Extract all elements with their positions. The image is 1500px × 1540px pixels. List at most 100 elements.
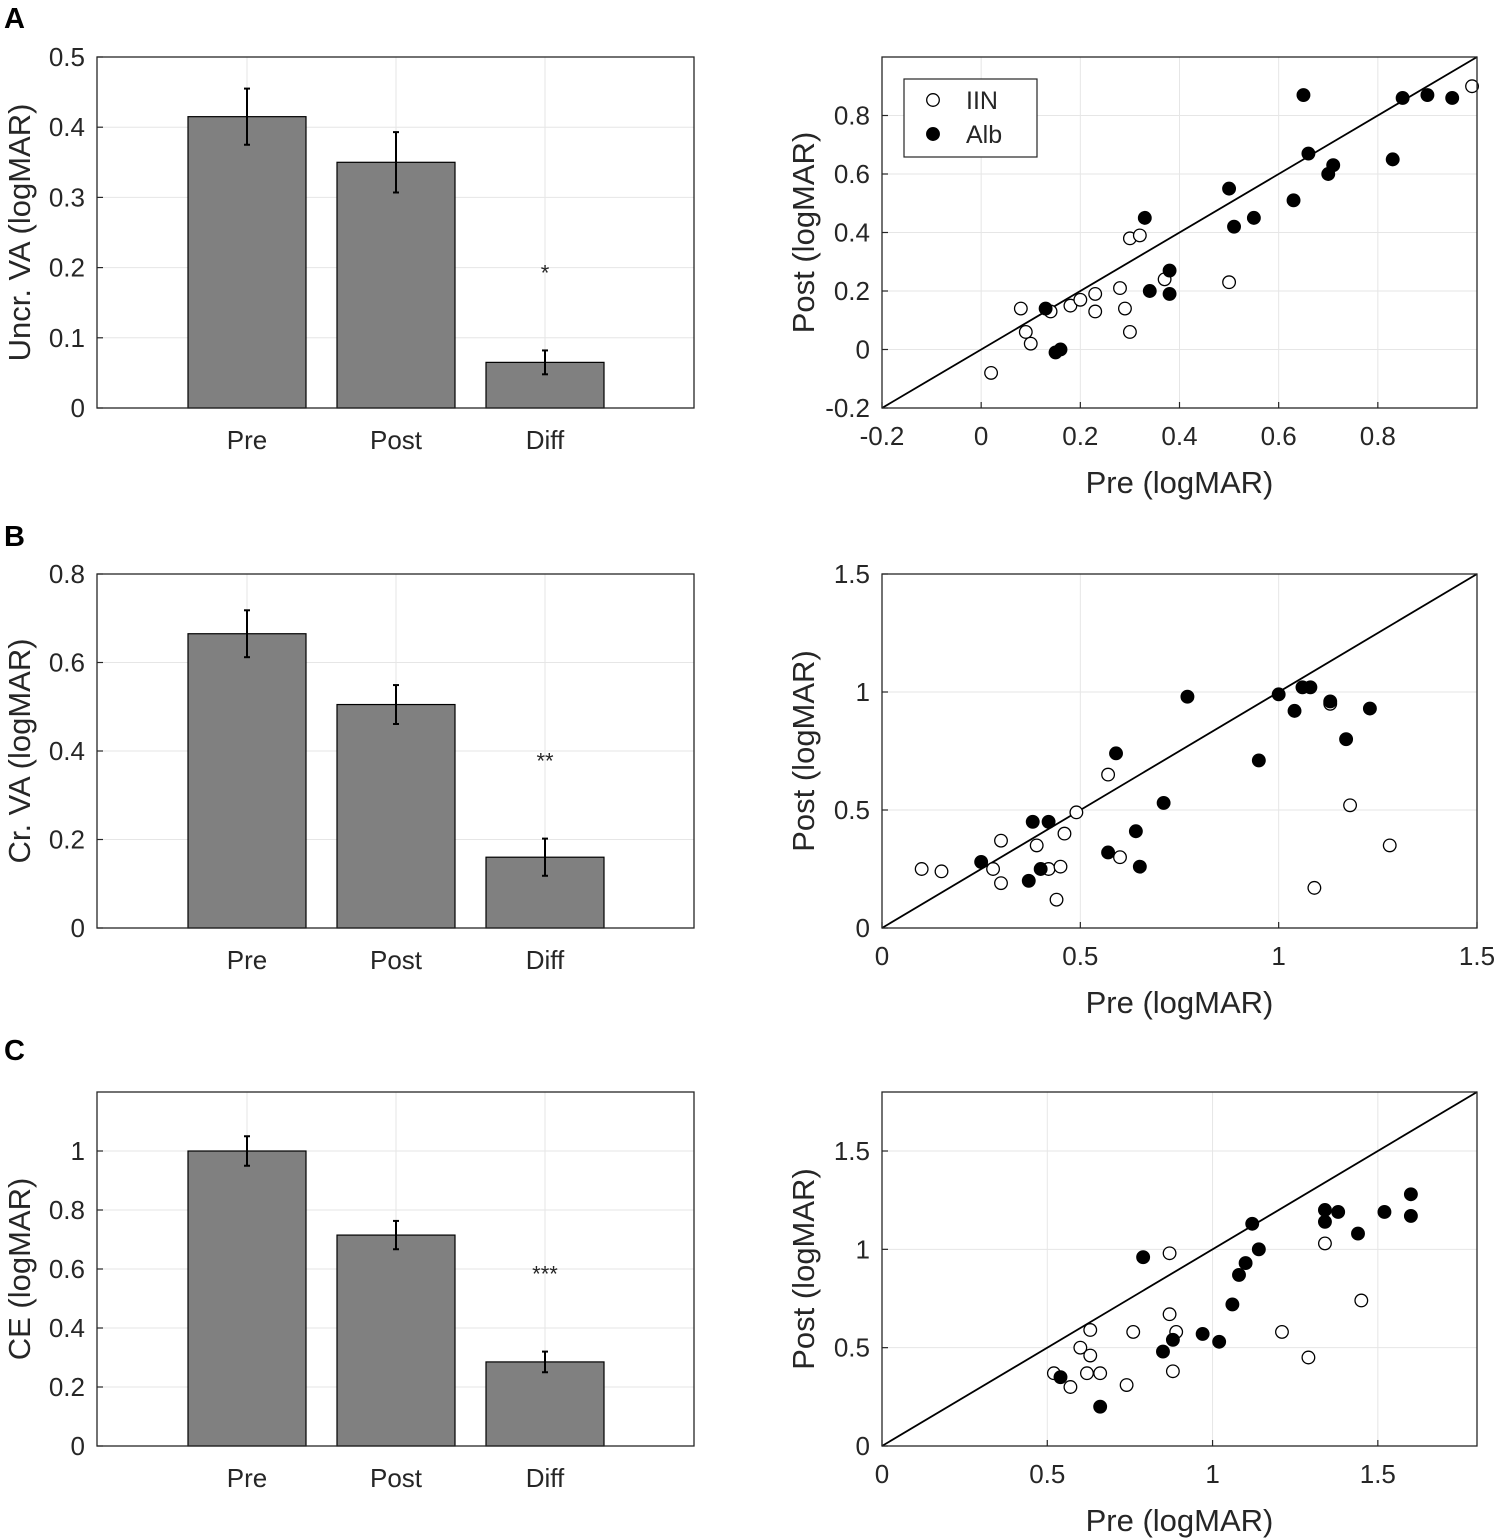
data-point-alb [1165, 1332, 1180, 1347]
y-tick-label: -0.2 [825, 393, 870, 423]
x-tick-label: 1 [1271, 941, 1285, 971]
data-point-alb [1156, 795, 1171, 810]
data-point-iin [1126, 1324, 1141, 1339]
y-tick-label: 0.4 [49, 736, 85, 766]
data-point-alb [1227, 219, 1241, 234]
data-point-alb [1128, 824, 1143, 839]
data-point-iin [1069, 805, 1084, 820]
bar-post [336, 1234, 456, 1447]
panel-label-c: C [4, 1035, 25, 1067]
panel-label-b: B [4, 521, 25, 553]
data-point-alb [1232, 1267, 1246, 1282]
y-axis-label: CE (logMAR) [2, 1178, 37, 1361]
significance-marker: *** [532, 1262, 558, 1287]
data-point-alb [1093, 1399, 1108, 1414]
data-point-alb [1238, 1256, 1253, 1271]
data-point-iin [1382, 838, 1397, 853]
data-point-iin [1165, 1364, 1180, 1379]
x-tick-label: 0 [875, 1459, 889, 1489]
data-point-iin [1029, 838, 1044, 853]
data-point-iin [1079, 1366, 1094, 1381]
data-point-iin [1113, 281, 1127, 296]
plots-group: Pre Post * Diff 0 0.1 0.2 0.3 0.4 0.5 Uncr. VA (lo… [2, 42, 1495, 1538]
data-point-alb [1162, 263, 1177, 278]
y-tick-label: 0.5 [834, 1333, 870, 1363]
data-point-alb [974, 854, 989, 869]
data-point-alb [1420, 88, 1435, 102]
data-point-alb [1403, 1208, 1418, 1223]
data-point-alb [1132, 859, 1147, 874]
y-tick-label: 0.1 [49, 323, 85, 353]
x-tick-label: 0.6 [1261, 421, 1297, 451]
y-tick-label: 0.4 [49, 1313, 85, 1343]
panel-label-a: A [4, 3, 25, 35]
data-point-alb [1251, 1242, 1266, 1257]
x-axis-label: Pre (logMAR) [1086, 985, 1274, 1020]
data-point-alb [1053, 1370, 1068, 1385]
data-point-iin [1465, 79, 1479, 94]
y-tick-label: 1.5 [834, 1136, 870, 1166]
y-tick-label: 0.8 [49, 559, 85, 589]
plot-frame [96, 56, 695, 409]
data-point-iin [934, 864, 949, 879]
data-point-alb [1246, 210, 1261, 225]
x-tick-label: Diff [526, 425, 565, 455]
data-point-iin [1101, 767, 1116, 782]
data-point-alb [1303, 680, 1318, 695]
data-point-alb [1156, 1344, 1170, 1359]
data-point-iin [914, 862, 929, 876]
x-tick-label: Pre [227, 425, 267, 455]
y-tick-label: 0 [71, 913, 85, 943]
data-point-iin [1119, 1378, 1134, 1392]
y-tick-label: 1.5 [834, 559, 870, 589]
data-point-iin [1113, 850, 1127, 865]
identity-line [881, 573, 1478, 929]
y-tick-label: 0.4 [834, 218, 870, 248]
data-point-iin [1083, 1323, 1098, 1337]
x-tick-label: 0.4 [1161, 421, 1197, 451]
data-point-iin [1057, 826, 1072, 841]
data-point-iin [984, 365, 999, 380]
data-point-iin [1222, 275, 1237, 290]
data-point-alb [1317, 1203, 1332, 1217]
data-point-alb [1323, 694, 1338, 709]
legend-marker-open [926, 93, 940, 107]
data-point-alb [1286, 193, 1301, 208]
significance-marker: * [541, 260, 550, 285]
data-point-iin [1132, 228, 1147, 243]
data-point-alb [1317, 1214, 1332, 1229]
data-point-alb [1287, 703, 1302, 718]
legend-box [903, 78, 1038, 158]
y-tick-label: 0.2 [49, 1372, 85, 1402]
identity-line [881, 1091, 1478, 1447]
data-point-alb [1301, 146, 1316, 161]
bar-post [336, 703, 456, 929]
x-tick-label: 0.2 [1062, 421, 1098, 451]
x-tick-label: Post [370, 1463, 423, 1493]
data-point-alb [1180, 689, 1195, 704]
data-point-iin [1018, 325, 1033, 339]
y-axis-label: Uncr. VA (logMAR) [2, 104, 37, 362]
y-tick-label: 0 [856, 1431, 870, 1461]
y-tick-label: 0.5 [49, 42, 85, 72]
y-tick-label: 0 [856, 913, 870, 943]
data-point-iin [1083, 1348, 1098, 1363]
data-point-alb [1377, 1205, 1392, 1219]
data-point-alb [1225, 1297, 1240, 1312]
data-point-alb [1222, 181, 1237, 196]
y-tick-label: 0.5 [834, 795, 870, 825]
x-tick-label: Pre [227, 1463, 267, 1493]
y-tick-label: 0.2 [49, 825, 85, 855]
y-tick-label: 0.3 [49, 182, 85, 212]
chart-a-bar: Pre Post * Diff 0 0.1 0.2 0.3 0.4 0.5 Uncr. VA (lo… [2, 42, 695, 455]
y-tick-label: 0.8 [49, 1195, 85, 1225]
chart-c-bar: Pre Post *** Diff 0 0.2 0.4 0.6 0.8 1 CE (logMAR) [2, 1091, 695, 1493]
data-point-iin [1307, 880, 1322, 895]
y-axis-label: Post (logMAR) [786, 1168, 821, 1370]
chart-b-scatter: 0 0.5 1 1.5 0 0.5 1 1.5 Pre (logMAR) Post (logMAR… [786, 559, 1495, 1020]
x-tick-label: Diff [526, 945, 565, 975]
chart-a-scatter: -0.2 0 0.2 0.4 0.6 0.8 -0.2 0 0.2 0.4 0.6 0.8 Pre (l… [786, 56, 1479, 500]
y-tick-label: 0.4 [49, 112, 85, 142]
y-axis-label: Post (logMAR) [786, 650, 821, 852]
